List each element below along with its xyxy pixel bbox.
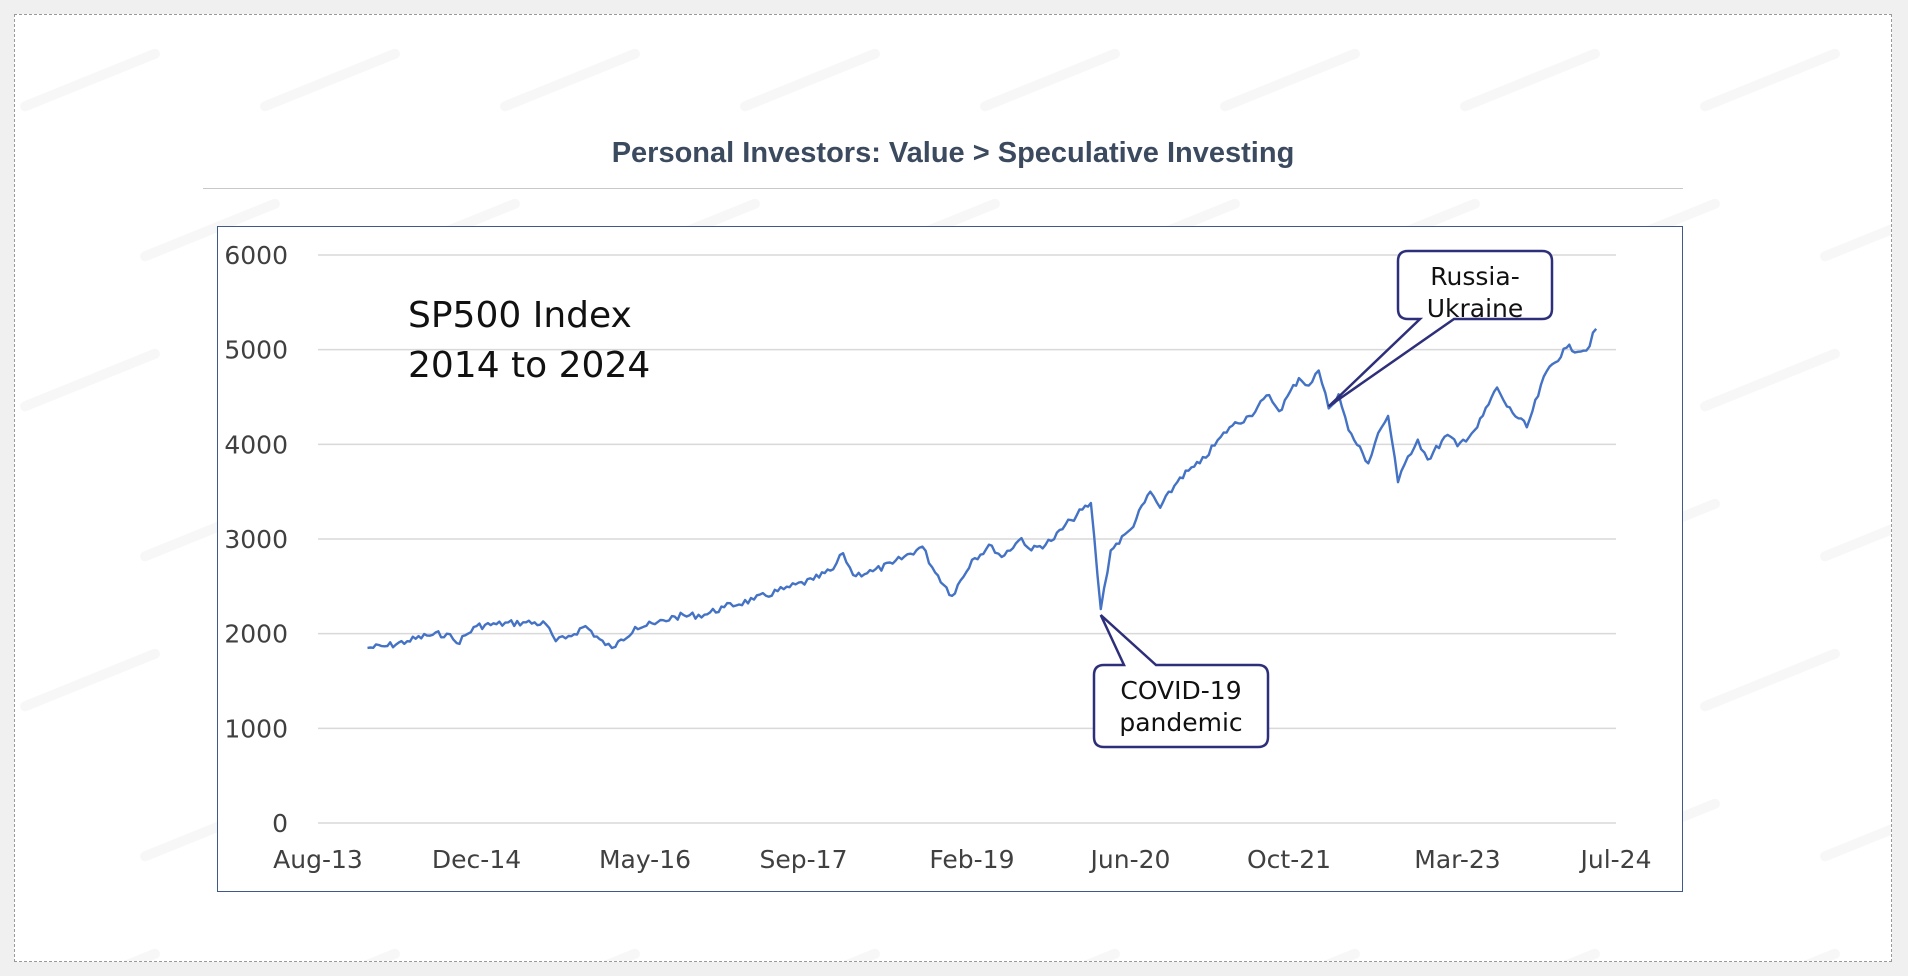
chart-card: Personal Investors: Value > Speculative …: [14, 14, 1892, 962]
watermark-mark: [20, 48, 160, 112]
watermark-mark: [500, 48, 640, 112]
watermark-mark: [980, 948, 1120, 961]
callout-covid: COVID-19 pandemic: [1092, 614, 1270, 749]
callout-covid-text-line: COVID-19: [1120, 676, 1241, 705]
page-title: Personal Investors: Value > Speculative …: [611, 137, 1295, 169]
watermark-mark: [740, 948, 880, 961]
callout-covid-text-line: pandemic: [1119, 708, 1242, 737]
x-tick-label: Jul-24: [1579, 845, 1652, 874]
annotations: COVID-19 pandemic Russia- Ukraine: [1092, 249, 1554, 749]
watermark-mark: [260, 48, 400, 112]
callout-covid-bubble: [1092, 614, 1270, 749]
y-tick-label: 4000: [224, 430, 288, 459]
y-tick-label: 0: [272, 809, 288, 838]
y-tick-label: 2000: [224, 620, 288, 649]
watermark-mark: [1220, 48, 1360, 112]
watermark-mark: [740, 48, 880, 112]
callout-russia-ukraine-bubble: [1327, 249, 1554, 408]
sp500-line-chart: 0 1000 2000 3000 4000 5000 6000 Aug-13 Dec-14 Ma…: [224, 241, 1651, 874]
x-axis-tick-labels: Aug-13 Dec-14 May-16 Sep-17 Feb-19 Jun-20 Oct-…: [273, 845, 1651, 874]
y-tick-label: 6000: [224, 241, 288, 270]
watermark-mark: [500, 948, 640, 961]
watermark-mark: [1700, 948, 1840, 961]
watermark-mark: [1460, 948, 1600, 961]
x-tick-label: May-16: [599, 845, 691, 874]
y-tick-label: 5000: [224, 336, 288, 365]
watermark-mark: [1220, 948, 1360, 961]
watermark-mark: [1460, 48, 1600, 112]
watermark-mark: [20, 648, 160, 712]
series-line-sp500: [367, 328, 1598, 650]
chart-inner-title-line1: SP500 Index: [408, 295, 632, 336]
y-tick-label: 1000: [224, 714, 288, 743]
chart-frame: 0 1000 2000 3000 4000 5000 6000 Aug-13 Dec-14 Ma…: [217, 226, 1683, 892]
y-tick-label: 3000: [224, 525, 288, 554]
y-axis-tick-labels: 0 1000 2000 3000 4000 5000 6000: [224, 241, 288, 838]
chart-inner-title-line2: 2014 to 2024: [408, 345, 650, 386]
watermark-mark: [20, 948, 160, 961]
callout-russia-ukraine-text-line: Ukraine: [1427, 294, 1524, 323]
watermark-mark: [980, 48, 1120, 112]
watermark-mark: [1820, 198, 1891, 262]
x-tick-label: Oct-21: [1247, 845, 1331, 874]
x-tick-label: Mar-23: [1414, 845, 1500, 874]
watermark-mark: [1700, 48, 1840, 112]
watermark-mark: [1820, 498, 1891, 562]
x-tick-label: Aug-13: [273, 845, 363, 874]
callout-russia-ukraine: Russia- Ukraine: [1327, 249, 1554, 408]
x-tick-label: Dec-14: [432, 845, 521, 874]
watermark-mark: [1820, 798, 1891, 862]
title-divider: [203, 188, 1683, 189]
callout-russia-ukraine-text-line: Russia-: [1430, 262, 1519, 291]
watermark-mark: [20, 348, 160, 412]
x-tick-label: Jun-20: [1089, 845, 1171, 874]
watermark-mark: [1700, 348, 1840, 412]
watermark-mark: [1700, 648, 1840, 712]
watermark-mark: [260, 948, 400, 961]
x-tick-label: Feb-19: [929, 845, 1014, 874]
x-tick-label: Sep-17: [760, 845, 848, 874]
